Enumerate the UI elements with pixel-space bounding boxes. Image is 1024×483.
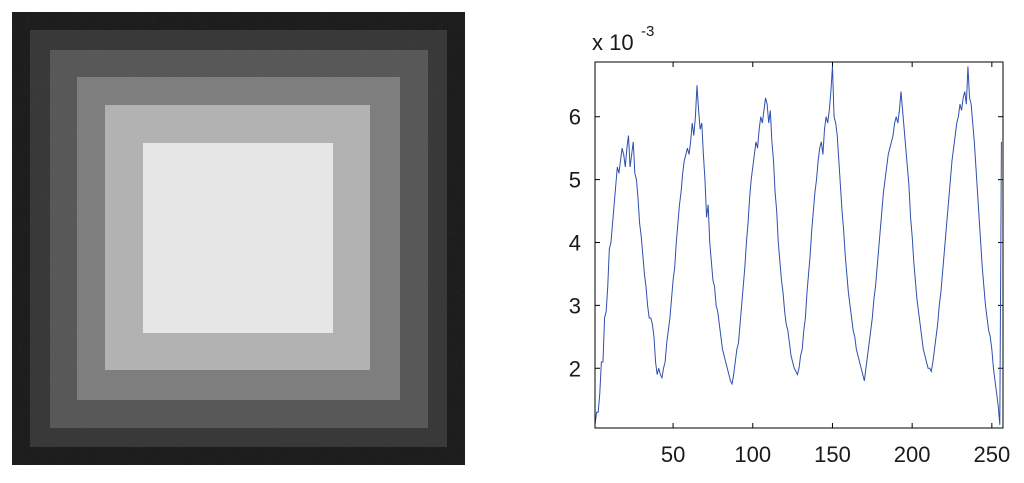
axes-box [594,61,1004,429]
y-tick-label: 5 [569,168,581,193]
x-tick-label: 100 [734,442,771,467]
y-exponent-label: x 10 [592,30,634,55]
x-tick-label: 250 [973,442,1010,467]
y-tick-label: 3 [569,293,581,318]
y-tick-label: 4 [569,230,581,255]
x-tick-label: 50 [661,442,685,467]
x-tick-label: 200 [894,442,931,467]
plot: 2 3 4 5 6 50 100 150 200 250 [569,62,1010,467]
y-exponent: -3 [641,23,654,40]
y-tick-label: 2 [569,356,581,381]
center-square [143,143,333,333]
noisy-image [12,12,465,465]
x-tick-label: 150 [814,442,851,467]
data-line [594,66,1002,425]
y-tick-label: 6 [569,105,581,130]
